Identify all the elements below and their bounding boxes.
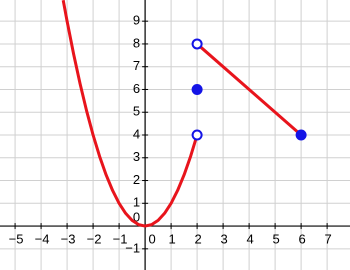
- x-tick-label: 4: [246, 231, 253, 246]
- x-tick-label: −3: [61, 231, 76, 246]
- y-tick-label: 7: [133, 58, 140, 73]
- x-tick-label: −1: [113, 231, 128, 246]
- y-tick-label: 2: [133, 172, 140, 187]
- y-tick-label: 0: [133, 209, 140, 224]
- x-tick-label: 1: [168, 231, 175, 246]
- x-tick-label: −4: [35, 231, 50, 246]
- x-tick-label: 7: [325, 231, 332, 246]
- y-tick-label: 4: [133, 126, 140, 141]
- function-line: [61, 0, 199, 228]
- x-tick-label: −5: [9, 231, 24, 246]
- open-point: [191, 129, 203, 141]
- y-tick-label: 1: [133, 195, 140, 210]
- y-tick-label: 9: [133, 13, 140, 28]
- y-tick-label: 6: [133, 81, 140, 96]
- function-line: [196, 42, 303, 137]
- x-tick-label: 3: [220, 231, 227, 246]
- y-tick-label: −1: [125, 240, 140, 255]
- y-tick-label: 8: [133, 35, 140, 50]
- open-point: [191, 38, 203, 50]
- x-tick-label: −2: [87, 231, 102, 246]
- x-tick-label: 0: [148, 231, 155, 246]
- y-tick-label: 3: [133, 149, 140, 164]
- x-tick-label: 6: [298, 231, 305, 246]
- y-tick-label: 5: [133, 104, 140, 119]
- closed-point: [295, 129, 307, 141]
- x-tick-label: 2: [194, 231, 201, 246]
- closed-point: [191, 83, 203, 95]
- x-tick-label: 5: [272, 231, 279, 246]
